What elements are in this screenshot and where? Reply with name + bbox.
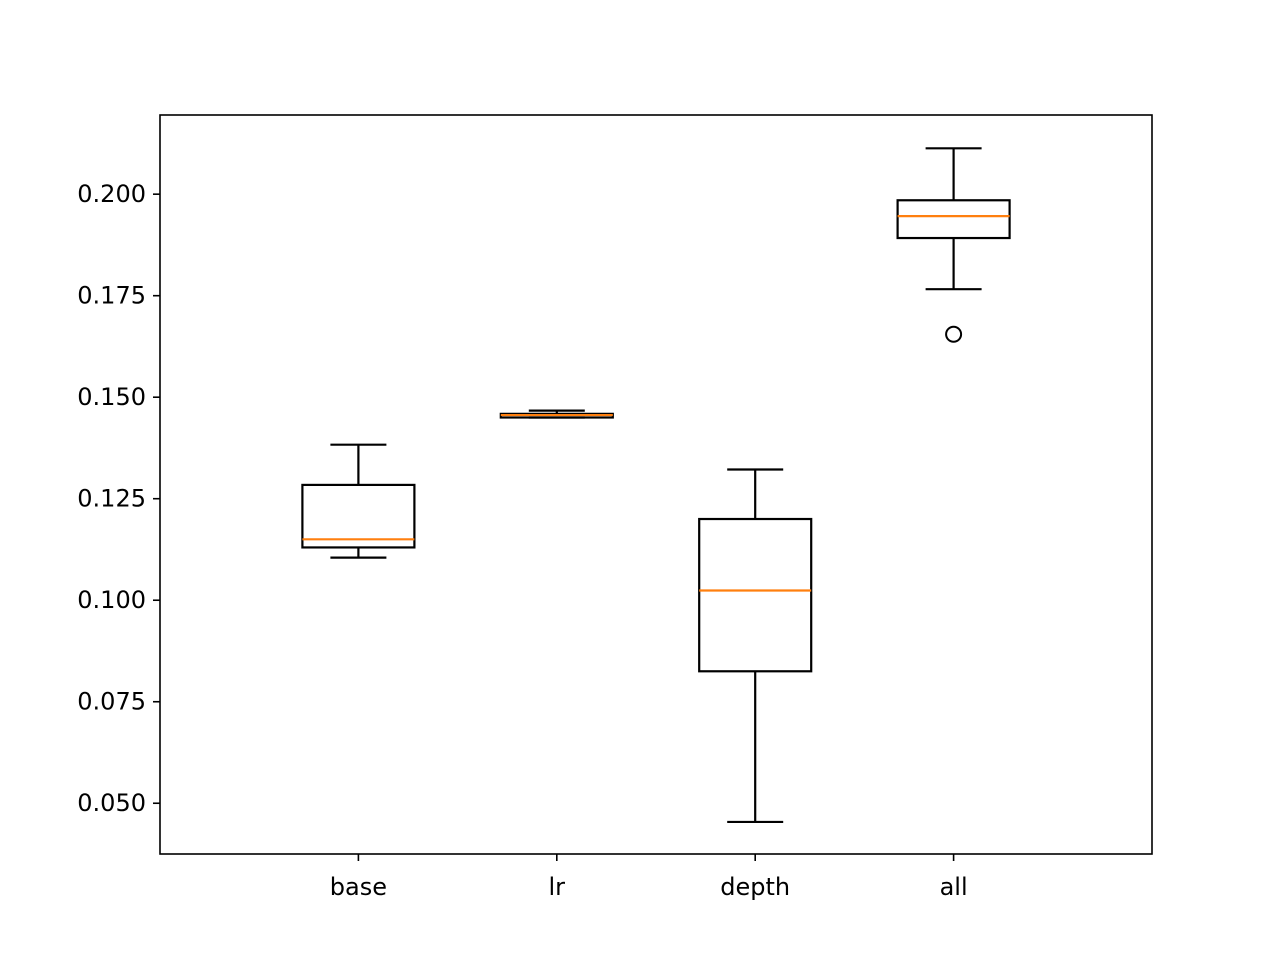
plot-area — [301, 147, 1011, 824]
box-depth — [698, 468, 813, 824]
y-tick-label: 0.050 — [77, 789, 146, 817]
y-tick-label: 0.200 — [77, 180, 146, 208]
box-all — [896, 147, 1011, 343]
x-tick-label: base — [330, 873, 387, 901]
box-iqr — [896, 199, 1011, 240]
x-tick-label: lr — [549, 873, 566, 901]
y-tick-label: 0.150 — [77, 383, 146, 411]
axes-frame — [159, 114, 1153, 855]
y-tick-label: 0.075 — [77, 688, 146, 716]
box-base — [301, 443, 416, 559]
y-axis: 0.050 0.075 0.100 0.125 0.150 0.175 0.200 — [77, 180, 160, 817]
outlier-point — [945, 325, 963, 343]
x-tick-label: depth — [720, 873, 790, 901]
y-tick-label: 0.125 — [77, 485, 146, 513]
x-axis: base lr depth all — [330, 854, 968, 901]
y-tick-label: 0.100 — [77, 586, 146, 614]
box-iqr — [301, 483, 416, 549]
box-lr — [499, 409, 614, 419]
box-iqr — [698, 517, 813, 673]
y-tick-label: 0.175 — [77, 282, 146, 310]
x-tick-label: all — [940, 873, 968, 901]
